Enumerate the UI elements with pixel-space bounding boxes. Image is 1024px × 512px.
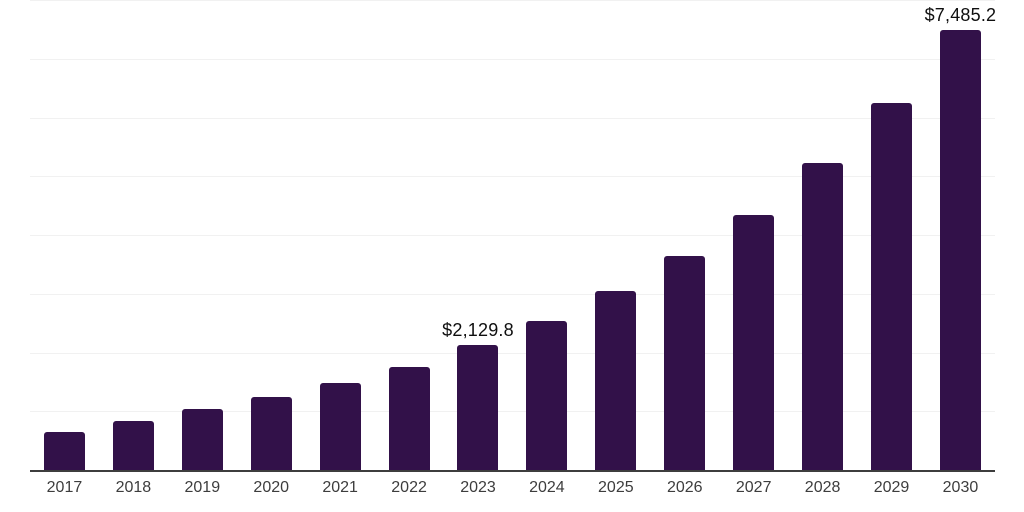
x-tick-2027: 2027 xyxy=(735,479,772,496)
bar-slot-2023: $2,129.8 xyxy=(442,0,514,470)
bar-2026 xyxy=(664,255,706,470)
x-tick-2030: 2030 xyxy=(942,479,979,496)
x-tick-2023: 2023 xyxy=(460,479,496,496)
value-label-2023: $2,129.8 xyxy=(442,319,514,340)
bar-2029 xyxy=(871,103,913,470)
bar-slot-2021 xyxy=(306,0,375,470)
x-tick-2020: 2020 xyxy=(253,479,290,496)
gridline-8000 xyxy=(30,0,995,1)
bar-slot-2018 xyxy=(99,0,168,470)
x-tick-2028: 2028 xyxy=(804,479,841,496)
x-tick-2029: 2029 xyxy=(873,479,910,496)
x-tick-2019: 2019 xyxy=(184,479,221,496)
bar-slot-2017 xyxy=(30,0,99,470)
bar-slot-2027 xyxy=(719,0,788,470)
bar-2028 xyxy=(802,163,844,470)
bar-slot-2030: $7,485.2 xyxy=(925,0,996,470)
bar-slot-2024 xyxy=(512,0,581,470)
gridline-3000 xyxy=(30,293,995,295)
x-tick-2026: 2026 xyxy=(666,479,703,496)
bar-slot-2022 xyxy=(375,0,444,470)
x-tick-2021: 2021 xyxy=(322,479,358,496)
bar-2017 xyxy=(43,431,85,470)
bar-2021 xyxy=(319,383,361,470)
gridline-6000 xyxy=(30,117,995,119)
gridline-4000 xyxy=(30,235,995,236)
bar-slot-2019 xyxy=(168,0,237,470)
x-tick-2025: 2025 xyxy=(598,479,634,496)
bar-2020 xyxy=(250,397,292,470)
bar-slot-2026 xyxy=(650,0,719,470)
bar-2018 xyxy=(112,421,154,470)
bar-slot-2025 xyxy=(581,0,650,470)
x-tick-2022: 2022 xyxy=(391,479,427,496)
plot-area: $2,129.8 $7,485.2 xyxy=(30,0,996,472)
gridline-7000 xyxy=(30,58,995,60)
bar-2023: $2,129.8 xyxy=(442,320,514,470)
bar-2022 xyxy=(388,366,430,470)
x-tick-2017: 2017 xyxy=(46,479,83,496)
bar-slot-2029 xyxy=(857,0,926,470)
gridline-2000 xyxy=(30,352,995,354)
bar-2030: $7,485.2 xyxy=(925,5,996,470)
x-tick-2018: 2018 xyxy=(115,479,152,496)
x-tick-2024: 2024 xyxy=(529,479,565,496)
bar-2027 xyxy=(733,215,775,470)
bars-container: $2,129.8 $7,485.2 xyxy=(30,0,996,470)
gridline-5000 xyxy=(30,176,995,178)
bar-slot-2020 xyxy=(237,0,306,470)
bar-slot-2028 xyxy=(788,0,857,470)
bar-2025 xyxy=(595,291,637,470)
value-label-2030: $7,485.2 xyxy=(924,5,997,26)
x-axis: 2017 2018 2019 2020 2021 2022 2023 2024 2025 2026… xyxy=(30,479,995,497)
bar-2024 xyxy=(526,320,568,470)
bar-2019 xyxy=(181,409,223,470)
gridline-1000 xyxy=(30,411,995,413)
